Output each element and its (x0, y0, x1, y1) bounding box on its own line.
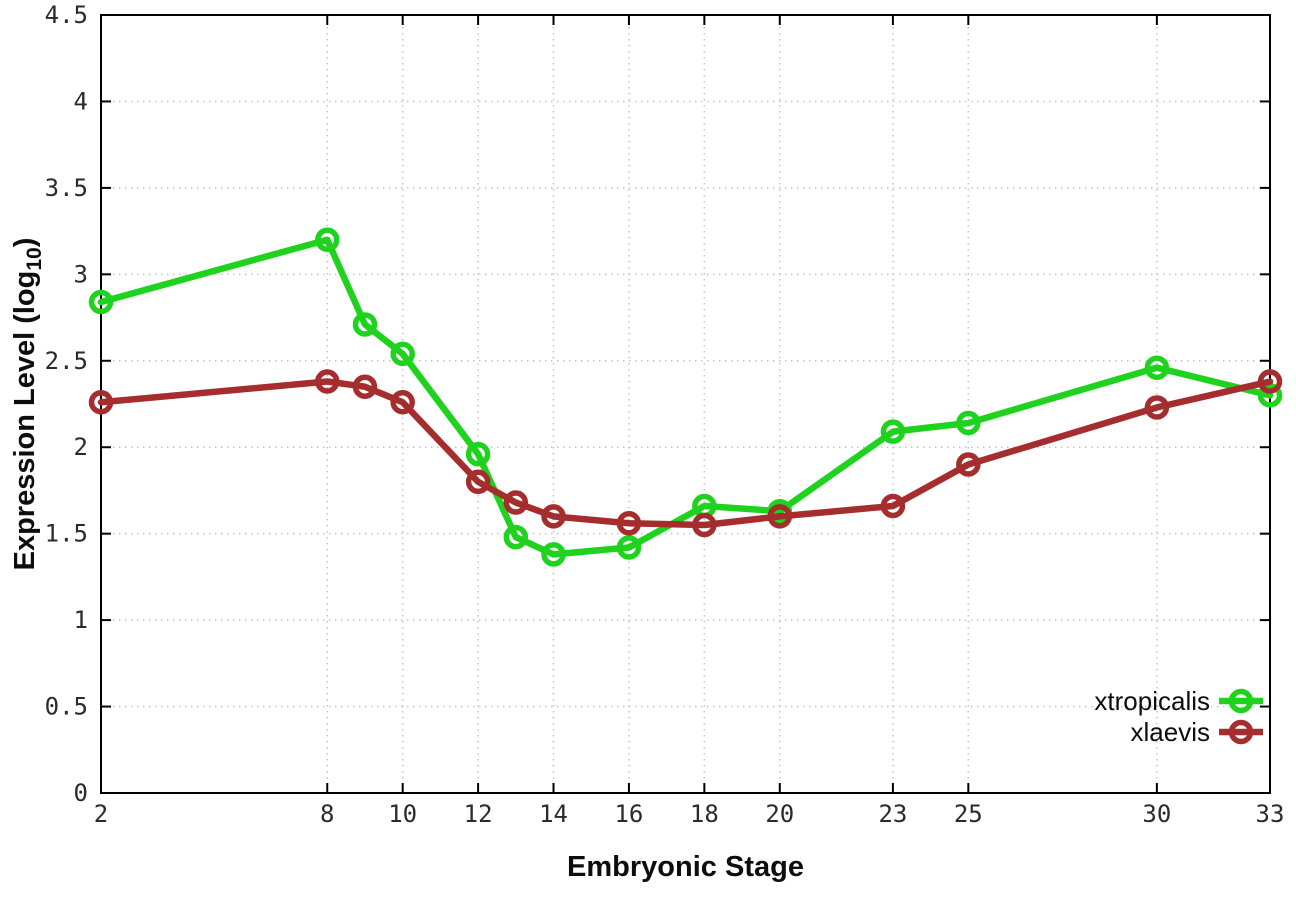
data-point-xlaevis-stage-30 (1144, 395, 1170, 420)
axis-layer: 2 8 10 12 14 16 18 20 23 25 30 33 0 0.5 1 1.5 2 2.5 3 3.5 4 4… (45, 1, 1285, 828)
x-tick-label: 18 (690, 800, 719, 828)
legend-marker-xlaevis (1228, 719, 1254, 745)
y-tick-label: 1 (74, 606, 88, 634)
x-tick-label: 20 (765, 800, 794, 828)
x-tick-label: 33 (1256, 800, 1285, 828)
data-point-xlaevis-stage-20 (767, 504, 793, 529)
x-tick-label: 8 (320, 800, 334, 828)
data-point-xtropicalis-stage-2 (88, 289, 114, 315)
y-axis-label-text: Expression Level (log (9, 271, 41, 571)
series-line-xtropicalis (97, 236, 1274, 558)
data-point-xlaevis-stage-10 (390, 390, 415, 415)
data-point-xtropicalis-stage-8 (315, 227, 340, 253)
x-tick-label: 30 (1142, 800, 1171, 828)
y-tick-label: 2.5 (45, 347, 88, 375)
y-axis-label-close: ) (9, 238, 41, 248)
y-axis-label-subscript: 10 (23, 247, 46, 270)
x-tick-label: 10 (388, 800, 417, 828)
data-point-xlaevis-stage-9 (352, 374, 378, 399)
data-point-xtropicalis-stage-30 (1144, 355, 1170, 380)
y-tick-label: 2 (74, 433, 88, 461)
data-point-xlaevis-stage-18 (692, 512, 717, 538)
data-point-xlaevis-stage-25 (956, 452, 981, 477)
y-tick-label: 1.5 (45, 520, 88, 548)
series-line-xlaevis (97, 378, 1274, 529)
data-point-xtropicalis-stage-10 (390, 341, 415, 367)
x-axis-label: Embryonic Stage (567, 851, 804, 883)
series-layer-xlaevis (88, 369, 1283, 538)
series-layer-xtropicalis (88, 227, 1283, 567)
x-tick-label: 12 (464, 800, 493, 828)
data-point-xlaevis-stage-8 (315, 369, 340, 394)
data-point-xlaevis-stage-14 (541, 504, 566, 529)
data-point-xtropicalis-stage-9 (352, 312, 378, 337)
legend-label-xlaevis: xlaevis (1131, 717, 1210, 747)
y-tick-label: 4.5 (45, 1, 88, 29)
x-tick-label: 16 (614, 800, 643, 828)
data-point-xtropicalis-stage-23 (880, 419, 906, 444)
data-point-xlaevis-stage-16 (616, 511, 642, 536)
data-point-xtropicalis-stage-33 (1257, 383, 1283, 408)
y-tick-label: 3 (74, 260, 88, 288)
data-point-xtropicalis-stage-25 (956, 410, 981, 436)
y-tick-label: 0.5 (45, 693, 88, 721)
grid-layer (101, 15, 1270, 793)
data-point-xlaevis-stage-33 (1257, 369, 1283, 394)
x-tick-label: 25 (954, 800, 983, 828)
data-point-xtropicalis-stage-12 (465, 441, 491, 467)
y-tick-label: 3.5 (45, 174, 88, 202)
legend-label-xtropicalis: xtropicalis (1094, 686, 1210, 716)
y-tick-label: 4 (74, 87, 88, 115)
x-tick-label: 14 (539, 800, 568, 828)
data-point-xlaevis-stage-2 (88, 390, 114, 415)
legend-marker-xtropicalis (1228, 688, 1254, 714)
data-point-xtropicalis-stage-14 (541, 542, 566, 567)
x-tick-label: 23 (878, 800, 907, 828)
data-point-xtropicalis-stage-16 (616, 535, 642, 560)
plot-border (100, 14, 1271, 794)
data-point-xlaevis-stage-13 (503, 490, 529, 515)
x-tick-label: 2 (94, 800, 108, 828)
y-tick-label: 0 (74, 779, 88, 807)
y-axis-label: Expression Level (log10) (9, 238, 46, 571)
data-point-xlaevis-stage-23 (880, 493, 906, 519)
data-point-xtropicalis-stage-13 (503, 524, 529, 550)
data-point-xlaevis-stage-12 (465, 469, 491, 495)
